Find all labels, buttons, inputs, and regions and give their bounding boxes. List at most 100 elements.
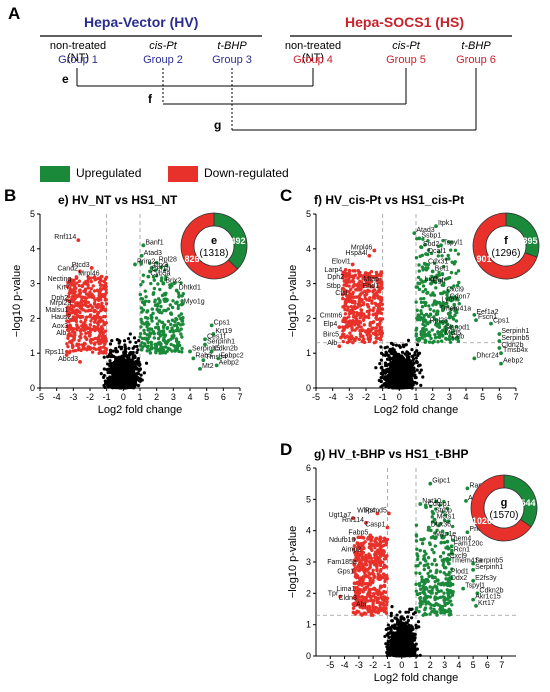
downregulated-point: [382, 536, 387, 540]
data-point: [114, 379, 118, 383]
gene-label: Rpl28: [159, 257, 177, 264]
downregulated-point: [103, 298, 108, 302]
gene-label: Slsnod1: [445, 325, 470, 332]
downregulated-point: [357, 337, 361, 341]
downregulated-point: [369, 598, 373, 602]
panel-letter-b: B: [4, 186, 17, 205]
labeled-gene-point: [419, 245, 423, 249]
upregulated-point: [424, 328, 428, 332]
x-tick-label: -4: [53, 392, 61, 402]
upregulated-point: [160, 293, 165, 298]
upregulated-point: [155, 322, 160, 326]
upregulated-point: [449, 240, 454, 244]
downregulated-point: [79, 332, 83, 336]
data-point: [394, 343, 399, 347]
upregulated-point: [417, 583, 422, 588]
downregulated-point: [384, 565, 389, 569]
gene-label: Hspa4l: [346, 250, 368, 257]
donut-letter: f: [504, 235, 508, 247]
data-point: [135, 362, 139, 366]
upregulated-point: [147, 299, 151, 304]
downregulated-point: [78, 329, 83, 333]
upregulated-point: [429, 251, 434, 256]
downregulated-point: [98, 319, 103, 323]
downregulated-point: [91, 327, 95, 332]
upregulated-point: [165, 298, 169, 302]
upregulated-point: [439, 279, 444, 283]
upregulated-point: [439, 291, 443, 296]
upregulated-point: [446, 276, 450, 280]
downregulated-point: [364, 612, 368, 616]
gene-label: Malsu1: [45, 307, 68, 314]
data-point: [128, 377, 132, 381]
downregulated-point: [92, 320, 97, 324]
downregulated-point: [98, 327, 102, 331]
downregulated-point: [372, 296, 377, 300]
upregulated-point: [431, 291, 435, 295]
downregulated-point: [375, 567, 379, 571]
data-point: [404, 364, 408, 368]
gene-label: Tmem41a: [440, 305, 472, 312]
data-point: [389, 380, 393, 385]
downregulated-point: [360, 282, 364, 287]
labeled-gene-point: [499, 351, 503, 356]
data-point: [416, 353, 420, 357]
upregulated-point: [427, 340, 432, 344]
upregulated-point: [452, 295, 457, 299]
downregulated-point: [356, 276, 360, 280]
data-point: [400, 350, 405, 354]
labeled-gene-point: [191, 356, 196, 361]
downregulated-point: [354, 336, 358, 340]
upregulated-point: [451, 538, 455, 542]
downregulated-point: [68, 349, 72, 354]
downregulated-point: [365, 303, 370, 307]
upregulated-point: [180, 299, 184, 303]
data-point: [398, 610, 402, 614]
data-point: [389, 611, 393, 615]
upregulated-point: [423, 243, 427, 247]
y-tick-label: 6: [306, 463, 311, 473]
upregulated-point: [149, 316, 154, 320]
upregulated-point: [442, 598, 446, 602]
downregulated-point: [91, 284, 95, 288]
upregulated-point: [445, 506, 450, 510]
upregulated-point: [433, 603, 437, 607]
downregulated-point: [96, 310, 101, 315]
labeled-gene-point: [342, 271, 347, 276]
downregulated-point: [80, 283, 85, 288]
chart-title: e) HV_NT vs HS1_NT: [58, 193, 178, 207]
data-point: [411, 646, 415, 650]
upregulated-point: [452, 262, 456, 266]
chart-title: f) HV_cis-Pt vs HS1_cis-Pt: [314, 193, 464, 207]
upregulated-point: [138, 331, 143, 336]
data-point: [110, 354, 114, 359]
data-point: [399, 643, 403, 647]
data-point: [418, 371, 422, 375]
data-point: [125, 381, 129, 385]
gene-label: Cps1: [493, 318, 509, 325]
labeled-gene-point: [379, 279, 383, 284]
downregulated-point: [354, 315, 358, 320]
labeled-gene-point: [429, 281, 433, 286]
upregulated-point: [457, 301, 461, 306]
x-axis-label: Log2 fold change: [374, 672, 458, 684]
x-tick-label: 4: [463, 392, 468, 402]
upregulated-point: [146, 328, 150, 332]
downregulated-point: [355, 558, 359, 562]
upregulated-point: [428, 595, 433, 599]
gene-label: Itpk1: [438, 220, 453, 227]
upregulated-point: [148, 351, 153, 355]
data-point: [109, 377, 114, 381]
y-tick-label: 0: [306, 651, 311, 661]
downregulated-point: [66, 314, 71, 318]
data-point: [396, 382, 400, 386]
comparison-e: e: [62, 72, 69, 86]
downregulated-point: [381, 560, 385, 564]
downregulated-point: [66, 306, 70, 310]
data-point: [379, 358, 383, 362]
data-point: [385, 650, 389, 655]
labeled-gene-point: [339, 335, 343, 340]
upregulated-point: [154, 345, 158, 349]
upregulated-point: [426, 290, 430, 295]
upregulated-point: [444, 336, 448, 341]
